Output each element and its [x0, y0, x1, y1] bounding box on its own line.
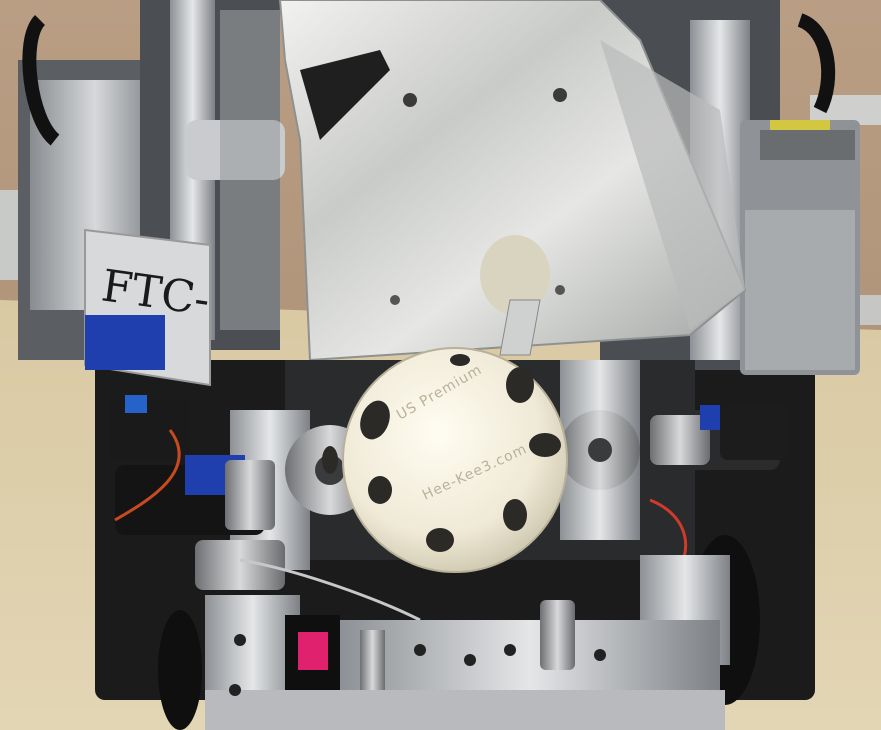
left-hub [195, 540, 285, 590]
cable-left [22, 15, 60, 146]
right-hub [650, 415, 710, 465]
black-tape-strip [300, 50, 390, 140]
glue-blob [480, 235, 550, 315]
front-plate [205, 595, 725, 730]
motor-controller [110, 400, 190, 460]
blue-tape [85, 315, 165, 370]
wheel-left [158, 610, 202, 730]
pink-tag [298, 632, 328, 670]
cable-right [797, 13, 836, 114]
wiffle-ball: US Premium Hee-Kee3.com [322, 347, 568, 573]
foil-cover [278, 0, 747, 362]
